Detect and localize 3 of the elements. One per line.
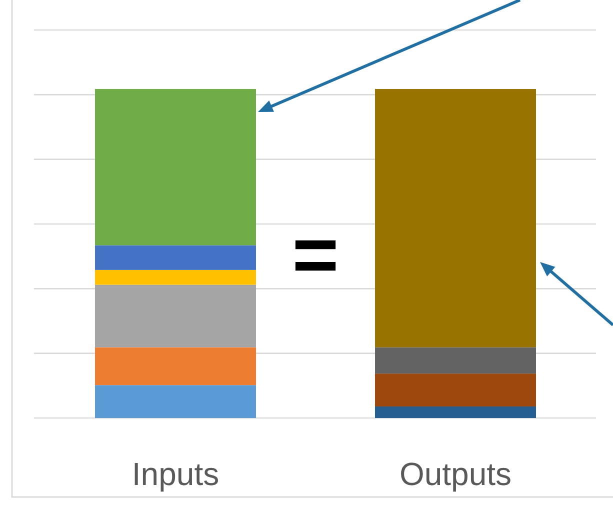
x-tick-label: Outputs <box>399 456 512 492</box>
annotation: = <box>292 210 339 299</box>
x-tick-label: Inputs <box>132 456 220 492</box>
